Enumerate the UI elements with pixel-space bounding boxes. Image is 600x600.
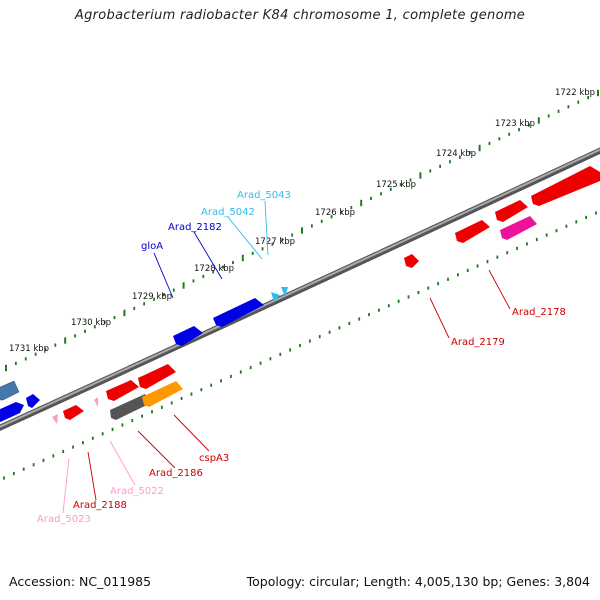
kbp-label: 1731 kbp	[9, 344, 49, 354]
kbp-label: 1723 kbp	[495, 119, 535, 129]
gene-pink-5023	[52, 414, 58, 424]
gene-label: Arad_2186	[149, 468, 203, 479]
kbp-label: 1730 kbp	[71, 318, 111, 328]
gene-blue-2182	[213, 298, 264, 327]
gene-label: Arad_2179	[451, 337, 505, 348]
kbp-labels: 1722 kbp 1723 kbp 1724 kbp 1725 kbp 1726…	[9, 88, 595, 354]
gene-label: Arad_5042	[201, 207, 255, 218]
gene-label: Arad_5022	[110, 486, 164, 497]
gene-label: Arad_2182	[168, 222, 222, 233]
forward-genes	[0, 166, 600, 423]
gene-blue-gloA	[173, 326, 203, 346]
gene-label: Arad_5023	[37, 514, 91, 525]
gene-orange-cspA3	[142, 381, 183, 407]
gene-red-2186-b	[138, 364, 176, 389]
genome-title: Agrobacterium radiobacter K84 chromosome…	[74, 8, 526, 23]
gene-magenta	[500, 216, 537, 240]
gene-gray	[110, 394, 151, 420]
gene-red-2188	[63, 405, 84, 420]
kbp-tick-row-outer	[5, 89, 599, 372]
kbp-label: 1724 kbp	[436, 149, 476, 159]
label-leaders	[62, 200, 511, 514]
gene-blue-left	[0, 402, 24, 423]
reverse-genes	[52, 364, 183, 424]
kbp-label: 1727 kbp	[255, 237, 295, 247]
kbp-label: 1729 kbp	[132, 292, 172, 302]
gene-red-2186-a	[106, 380, 139, 401]
kbp-label: 1726 kbp	[315, 208, 355, 218]
gene-cyan-1	[271, 292, 280, 302]
gene-red-b	[495, 200, 528, 222]
accession-label: Accession: NC_011985	[9, 574, 152, 589]
gene-pink-5022	[94, 397, 98, 407]
gene-steel	[0, 380, 20, 401]
kbp-label: 1722 kbp	[555, 88, 595, 98]
gene-red-2179	[404, 254, 419, 268]
gene-label: Arad_5043	[237, 190, 291, 201]
gene-blue-tiny	[26, 394, 40, 408]
gene-label: gloA	[141, 241, 163, 252]
kbp-label: 1728 kbp	[194, 264, 234, 274]
gene-cyan-2	[281, 287, 288, 297]
tick-row-inner	[3, 211, 597, 480]
gene-red-c	[531, 166, 600, 206]
gene-labels: Arad_5043 Arad_5042 Arad_2182 gloA Arad_…	[37, 190, 566, 525]
kbp-label: 1725 kbp	[376, 180, 416, 190]
gene-label: Arad_2188	[73, 500, 127, 511]
genome-summary: Topology: circular; Length: 4,005,130 bp…	[246, 574, 590, 589]
genome-backbone	[0, 147, 600, 432]
gene-label: cspA3	[199, 453, 229, 464]
gene-label: Arad_2178	[512, 307, 566, 318]
gene-red-a	[455, 220, 490, 243]
